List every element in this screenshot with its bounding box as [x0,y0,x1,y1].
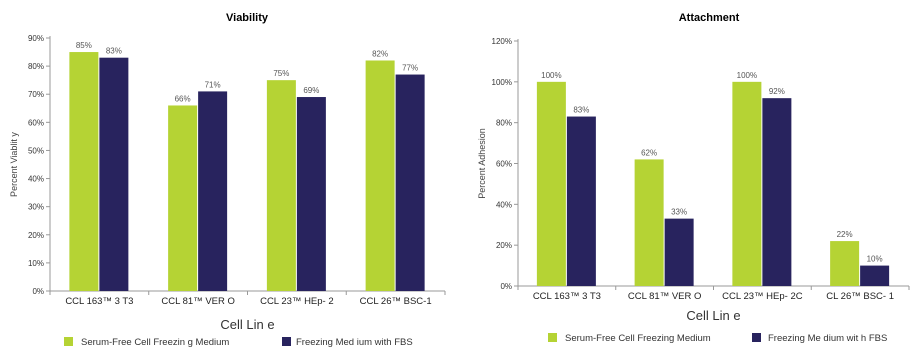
bar [168,105,198,291]
y-tick-label: 60% [28,118,44,127]
legend-label: Serum-Free Cell Freezing Medium [565,333,711,344]
y-tick-label: 100% [492,78,512,87]
data-label: 69% [303,86,319,95]
data-label: 83% [106,47,122,56]
x-category-label: CL 26™ BSC- 1 [826,291,894,302]
x-category-label: CCL 163™ 3 T3 [65,296,133,307]
bar [830,241,860,286]
y-tick-label: 80% [496,119,512,128]
y-tick-label: 20% [28,231,44,240]
data-label: 85% [76,41,92,50]
bar [198,91,228,292]
y-tick-label: 90% [28,34,44,43]
y-tick-label: 80% [28,62,44,71]
legend-swatch [548,333,557,342]
data-label: 92% [769,87,785,96]
y-tick-label: 0% [32,287,44,296]
data-label: 22% [837,230,853,239]
data-label: 71% [205,80,221,89]
x-category-label: CCL 26™ BSC-1 [360,296,432,307]
chart-title: Attachment [679,12,740,24]
bar [296,97,326,292]
y-tick-label: 60% [496,160,512,169]
data-label: 82% [372,49,388,58]
legend-label: Serum-Free Cell Freezin g Medium [81,337,229,348]
y-axis-label: Percent Viablit y [9,132,19,197]
y-tick-label: 40% [28,175,44,184]
legend-swatch [752,333,761,342]
x-category-label: CCL 23™ HEp- 2C [722,291,803,302]
data-label: 77% [402,64,418,73]
bar [762,98,792,287]
x-category-label: CCL 163™ 3 T3 [533,291,601,302]
chart-attachment: Attachment 0% 20% 40% 60% 80% 100% 120% CCL 163™… [477,12,910,344]
data-label: 62% [641,148,657,157]
y-tick-label: 0% [500,282,512,291]
legend-swatch [64,337,73,346]
bar [732,81,762,286]
legend-label: Freezing Med ium with FBS [296,337,413,348]
bar [99,57,129,291]
data-label: 66% [175,94,191,103]
data-label: 10% [867,255,883,264]
bar [395,74,425,292]
bar [566,116,596,287]
x-category-label: CCL 23™ HEp- 2 [260,296,334,307]
bar [365,60,395,291]
data-label: 83% [573,106,589,115]
x-category-label: CCL 81™ VER O [628,291,702,302]
x-category-label: CCL 81™ VER O [161,296,235,307]
bar [634,159,664,286]
legend-swatch [282,337,291,346]
bar [664,218,694,286]
bar [69,52,99,291]
y-axis-label: Percent Adhesion [477,128,487,199]
data-label: 33% [671,208,687,217]
data-label: 100% [541,71,561,80]
legend-label: Freezing Me dium wit h FBS [768,333,887,344]
data-label: 75% [273,69,289,78]
y-tick-label: 70% [28,90,44,99]
data-label: 100% [737,71,757,80]
x-axis-label: Cell Lin e [686,308,740,323]
y-tick-label: 120% [492,37,512,46]
y-tick-label: 50% [28,146,44,155]
bar [536,81,566,286]
chart-title: Viability [226,12,269,24]
x-axis-label: Cell Lin e [220,317,274,332]
y-tick-label: 10% [28,259,44,268]
y-tick-label: 20% [496,241,512,250]
y-tick-label: 30% [28,203,44,212]
bar [266,80,296,292]
chart-viability: Viability 0% 10% 20% 30% 40% 50% 60% 70% 80% 90% CC… [9,12,446,348]
bar [860,265,890,286]
y-tick-label: 40% [496,200,512,209]
